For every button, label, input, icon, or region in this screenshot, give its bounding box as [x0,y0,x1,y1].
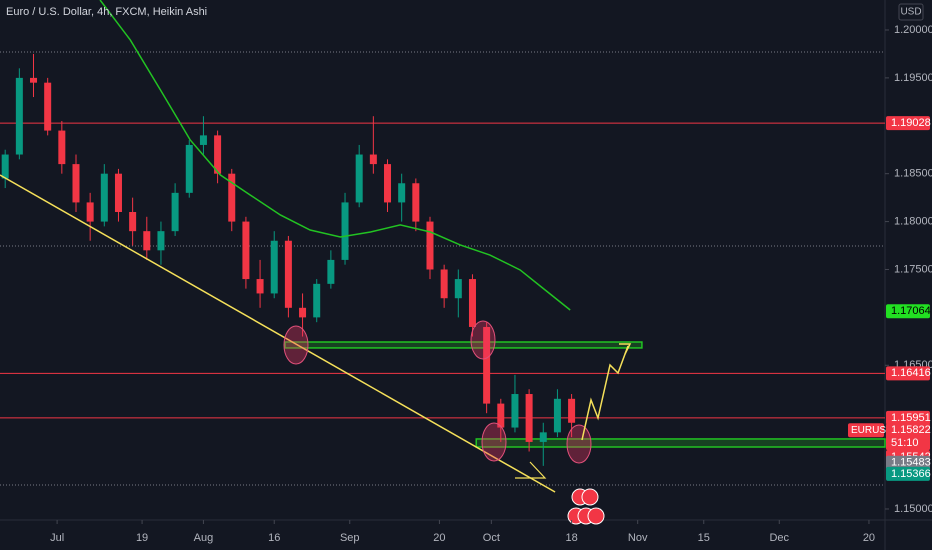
price-label-box [886,116,930,131]
price-label-box [886,466,930,481]
candle-body [511,394,519,428]
candle-body [185,144,193,193]
candle-body [355,154,363,203]
candle-body [256,279,264,294]
candle-body [214,135,222,174]
candle-body [1,154,9,179]
candle-body [270,240,278,294]
x-tick-label: Sep [340,532,360,544]
y-tick-label: 1.17500 [894,263,932,275]
x-tick-label: Oct [483,532,500,544]
x-tick-label: 15 [698,532,710,544]
candle-body [228,173,236,222]
candle-body [525,394,533,442]
last-price: 1.15822 [891,424,931,436]
x-tick-label: 19 [136,532,148,544]
projection-path [581,345,629,441]
plot [0,0,886,493]
candle-body [369,154,377,165]
candle-body [568,398,576,423]
candle-body [242,221,250,280]
candle-body [171,192,179,232]
zone [284,341,643,349]
price-label-box [886,455,930,470]
event-icon[interactable] [581,488,599,506]
x-tick-label: 16 [268,532,280,544]
arrow-head [619,343,632,355]
candle-body [313,283,321,318]
candle-body [129,212,137,232]
price-label: 1.17064 [891,305,931,317]
candle-body [30,77,38,83]
x-tick-label: 20 [863,532,875,544]
symbol-label: EURUSD [851,425,893,436]
symbol-box [848,423,884,438]
x-tick-label: 20 [433,532,445,544]
circle-marker [481,422,507,462]
candle-body [114,173,122,213]
candle-body [15,77,23,155]
candle-body [86,202,94,222]
candle-body [341,202,349,260]
candle-body [157,231,165,251]
candle-body [468,279,476,327]
circle-marker [283,325,309,365]
price-label: 1.15951 [891,412,931,424]
candle-body [299,307,307,318]
candle-body [284,240,292,308]
last-price-box [886,423,930,451]
price-label-box [886,366,930,381]
trendline [0,174,556,493]
candle-body [100,173,108,222]
price-label-box [886,410,930,425]
chart-title: Euro / U.S. Dollar, 4h, FXCM, Heikin Ash… [6,6,207,18]
x-tick-label: Jul [50,532,64,544]
countdown: 51:10 [891,437,919,449]
candle-body [72,164,80,203]
y-tick-label: 1.15000 [894,503,932,515]
price-label: 1.19028 [891,117,931,129]
x-tick-label: Nov [628,532,648,544]
triangle-drawing [515,461,547,479]
event-icon[interactable] [587,507,605,525]
price-label: 1.15366 [891,468,931,480]
x-tick-label: 18 [565,532,577,544]
candle-body [143,231,151,251]
y-tick-label: 1.19500 [894,72,932,84]
candle-body [412,183,420,222]
candle-body [454,279,462,299]
moving-average [99,0,571,311]
currency-box[interactable] [898,3,924,21]
price-label: 1.15483 [891,457,931,469]
candle-body [327,259,335,284]
candle-body [199,135,207,145]
y-tick-label: 1.20000 [894,24,932,36]
annotations [283,320,632,525]
price-label: 1.16416 [891,367,931,379]
candle-body [497,403,505,428]
y-tick-label: 1.18500 [894,168,932,180]
currency: USD [900,7,921,18]
price-label-box [886,304,930,319]
zone [475,438,886,448]
y-tick-label: 1.18000 [894,215,932,227]
x-tick-label: Dec [769,532,789,544]
candle-body [553,398,561,433]
candle-body [384,164,392,203]
candle-body [483,326,491,404]
candle-body [440,269,448,299]
candle-body [58,130,66,165]
candle-body [539,432,547,442]
circle-marker [470,320,496,360]
candle-body [398,183,406,203]
circle-marker [566,424,592,464]
candle-body [426,221,434,270]
x-tick-label: Aug [194,532,214,544]
candle-body [44,82,52,131]
